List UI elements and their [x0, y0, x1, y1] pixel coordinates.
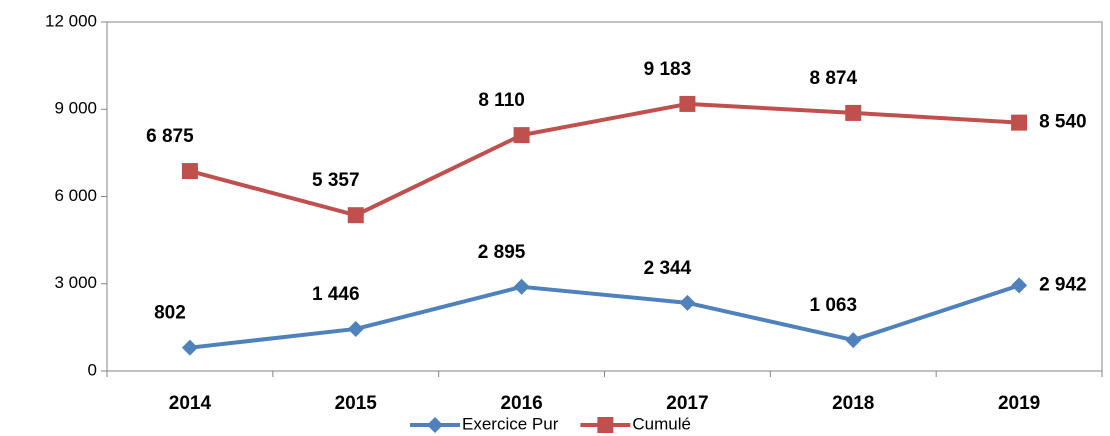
- data-label: 2 942: [1039, 274, 1087, 295]
- data-label: 2 895: [478, 242, 526, 263]
- point-marker: [181, 339, 198, 356]
- data-label: 5 357: [312, 170, 360, 191]
- data-label: 8 110: [478, 90, 525, 111]
- point-marker: [679, 95, 696, 112]
- x-tick-label: 2017: [666, 393, 708, 414]
- plot-border: [106, 21, 1103, 372]
- data-label: 9 183: [644, 59, 692, 80]
- point-marker: [513, 278, 530, 295]
- legend-label: Cumulé: [632, 414, 691, 433]
- point-marker: [845, 332, 862, 349]
- x-tick-label: 2019: [998, 393, 1040, 414]
- point-marker: [679, 294, 696, 311]
- point-marker: [347, 320, 364, 337]
- point-marker: [1011, 277, 1028, 294]
- x-tick-label: 2015: [335, 393, 378, 414]
- y-tick-label: 6 000: [54, 186, 97, 205]
- data-label: 8 540: [1039, 112, 1087, 133]
- series-line: [189, 101, 1020, 218]
- series-line: [189, 283, 1020, 350]
- legend-marker: [597, 417, 614, 433]
- x-tick-label: 2016: [500, 393, 542, 414]
- y-tick-label: 9 000: [54, 99, 97, 118]
- y-tick-label: 3 000: [54, 273, 97, 292]
- point-marker: [845, 104, 862, 121]
- data-label: 1 446: [312, 284, 360, 305]
- data-label: 2 344: [644, 258, 692, 279]
- data-label: 8 874: [809, 68, 857, 89]
- point-marker: [347, 207, 364, 224]
- y-tick-label: 0: [88, 360, 97, 379]
- x-tick-label: 2014: [169, 393, 212, 414]
- data-label: 802: [154, 303, 186, 324]
- legend-marker: [427, 417, 443, 433]
- legend-label: Exercice Pur: [462, 414, 559, 433]
- point-marker: [513, 127, 530, 144]
- data-label: 1 063: [809, 295, 857, 316]
- point-marker: [181, 163, 198, 180]
- data-label: 6 875: [146, 126, 194, 147]
- point-marker: [1011, 114, 1028, 131]
- x-tick-label: 2018: [832, 393, 874, 414]
- y-tick-label: 12 000: [45, 11, 97, 30]
